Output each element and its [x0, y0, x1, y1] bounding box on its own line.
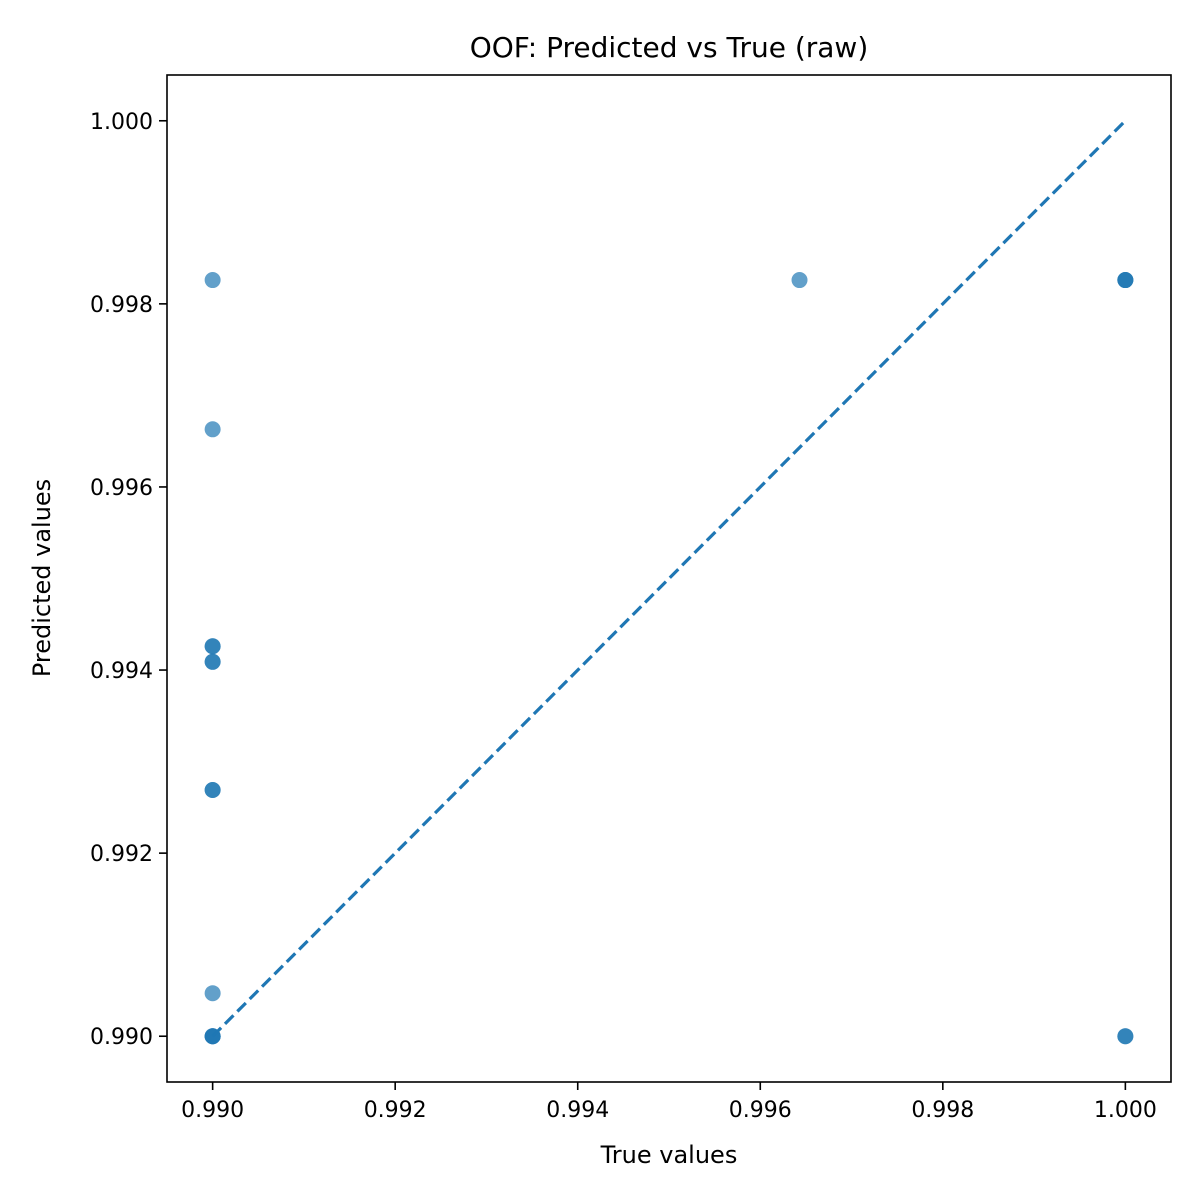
x-tick-label: 0.996 [729, 1098, 792, 1123]
x-axis-label: True values [600, 1141, 738, 1169]
y-axis-ticks: 0.990 0.992 0.994 0.996 0.998 1.000 [90, 110, 167, 1050]
x-tick-label: 1.000 [1094, 1098, 1157, 1123]
x-tick-label: 0.998 [911, 1098, 974, 1123]
x-tick-label: 0.990 [181, 1098, 244, 1123]
axes-frame [166, 74, 1172, 1083]
y-axis-label: Predicted values [28, 479, 56, 677]
data-point [204, 638, 221, 655]
y-tick-label: 0.992 [90, 842, 153, 867]
data-point [204, 781, 221, 798]
reference-line-layer [211, 119, 1127, 1038]
x-axis-ticks: 0.990 0.992 0.994 0.996 0.998 1.000 [181, 1082, 1157, 1123]
x-tick-label: 0.994 [546, 1098, 609, 1123]
points-layer [204, 272, 1134, 1045]
y-tick-label: 0.994 [90, 659, 153, 684]
x-tick-label: 0.992 [364, 1098, 427, 1123]
y-tick-label: 0.996 [90, 476, 153, 501]
data-point [204, 653, 221, 670]
data-point [204, 985, 221, 1002]
chart-title: OOF: Predicted vs True (raw) [470, 31, 869, 64]
data-point [791, 272, 808, 289]
y-tick-label: 1.000 [90, 110, 153, 135]
data-point [204, 421, 221, 438]
y-tick-label: 0.998 [90, 293, 153, 318]
data-point [1117, 1028, 1134, 1045]
data-point [1117, 272, 1134, 289]
data-point [204, 272, 221, 289]
reference-line [211, 119, 1127, 1038]
y-tick-label: 0.990 [90, 1025, 153, 1050]
